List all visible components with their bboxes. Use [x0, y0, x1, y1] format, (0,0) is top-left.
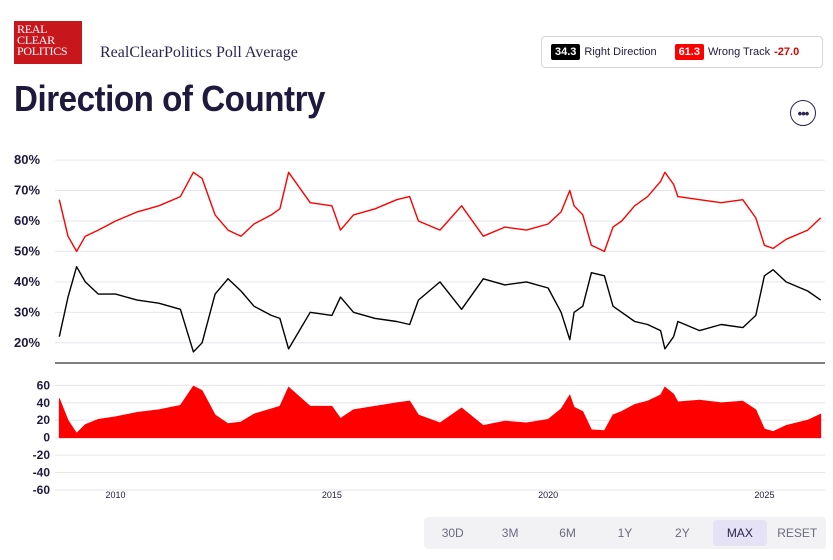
y-tick-label: 60% — [14, 213, 40, 228]
main-y-axis: 20% 30% 40% 50% 60% 70% 80% — [14, 152, 40, 350]
series-line-wrong-track — [58, 171, 822, 253]
spread-y-tick-label: 20 — [37, 413, 51, 427]
x-tick-label: 2025 — [754, 490, 774, 500]
range-button-30d[interactable]: 30D — [426, 520, 479, 546]
range-button-reset[interactable]: RESET — [771, 520, 824, 546]
rcp-logo: REAL CLEAR POLITICS — [14, 21, 82, 64]
spread-value: -27.0 — [774, 46, 800, 58]
series-line-right-direction — [58, 266, 822, 353]
wrong-track-value: 61.3 — [674, 44, 704, 60]
logo-line-2: CLEAR — [17, 33, 55, 47]
chart-legend: 34.3 Right Direction 61.3 Wrong Track -2… — [541, 36, 823, 68]
spread-y-tick-label: -20 — [33, 448, 51, 462]
wrong-track-label: Wrong Track — [707, 46, 771, 58]
y-tick-label: 20% — [14, 335, 40, 350]
logo-line-1: REAL — [17, 22, 48, 36]
y-tick-label: 50% — [14, 243, 40, 258]
logo-line-3: POLITICS — [17, 44, 68, 58]
range-button-2y[interactable]: 2Y — [656, 520, 709, 546]
series-lines-group — [58, 171, 822, 353]
range-button-1y[interactable]: 1Y — [598, 520, 651, 546]
y-tick-label: 40% — [14, 274, 40, 289]
range-button-6m[interactable]: 6M — [541, 520, 594, 546]
range-button-3m[interactable]: 3M — [483, 520, 536, 546]
y-tick-label: 70% — [14, 183, 40, 198]
poll-chart: 20% 30% 40% 50% 60% 70% 80% 60 40 20 0 -20 -40 -60 2… — [14, 152, 825, 500]
more-options-button[interactable]: ••• — [790, 100, 816, 126]
more-icon: ••• — [797, 105, 810, 121]
x-tick-label: 2010 — [106, 490, 126, 500]
grid-lines — [55, 159, 825, 491]
right-direction-label: Right Direction — [584, 46, 657, 58]
source-title: RealClearPolitics Poll Average — [100, 44, 298, 61]
x-axis: 2010 2015 2020 2025 — [106, 490, 775, 500]
spread-area-group — [58, 385, 822, 439]
spread-y-tick-label: -60 — [33, 483, 51, 497]
page-title: Direction of Country — [14, 78, 325, 119]
spread-y-tick-label: 0 — [43, 431, 50, 445]
x-tick-label: 2020 — [538, 490, 558, 500]
time-range-selector: 30D 3M 6M 1Y 2Y MAX RESET — [424, 517, 826, 549]
y-tick-label: 80% — [14, 152, 40, 167]
spread-area — [58, 385, 822, 439]
spread-y-tick-label: -40 — [33, 466, 51, 480]
range-button-max[interactable]: MAX — [713, 520, 767, 546]
y-tick-label: 30% — [14, 304, 40, 319]
spread-y-tick-label: 40 — [37, 396, 51, 410]
right-direction-value: 34.3 — [551, 44, 581, 60]
spread-y-tick-label: 60 — [37, 378, 51, 392]
x-tick-label: 2015 — [322, 490, 342, 500]
spread-y-axis: 60 40 20 0 -20 -40 -60 — [33, 378, 51, 497]
